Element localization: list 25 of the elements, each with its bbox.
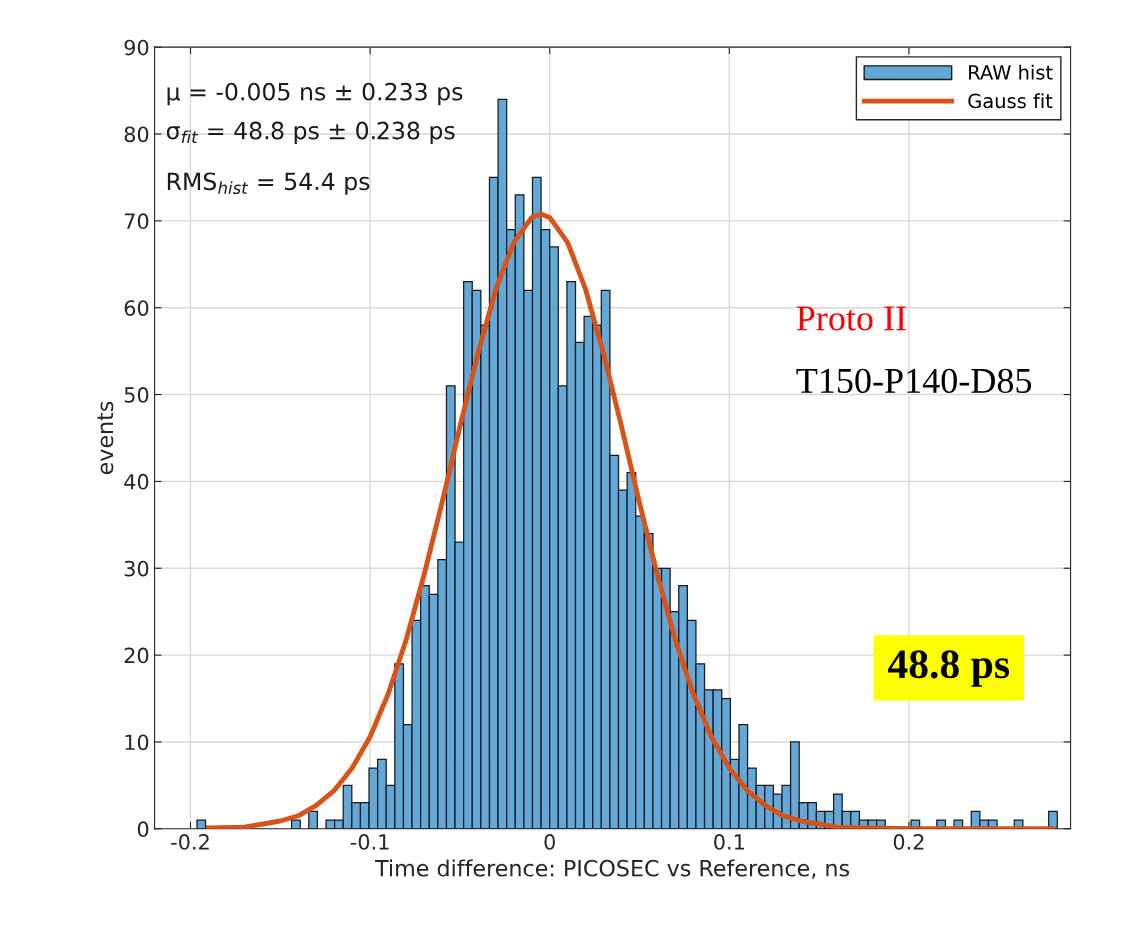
y-tick-label: 20 xyxy=(124,647,149,664)
y-tick-label: 80 xyxy=(124,126,149,143)
legend-label: RAW hist xyxy=(969,64,1053,80)
annotation: T150-P140-D85 xyxy=(796,368,1032,394)
x-tick-label: -0.2 xyxy=(171,834,209,850)
x-axis-title: Time difference: PICOSEC vs Reference, ns xyxy=(374,859,849,879)
y-tick-label: 10 xyxy=(125,734,149,751)
y-axis-title: events xyxy=(97,401,114,475)
y-tick-label: 50 xyxy=(124,387,149,403)
y-tick-label: 70 xyxy=(124,213,149,230)
y-tick-label: 30 xyxy=(124,560,149,577)
x-tick-label: 0 xyxy=(544,834,555,850)
y-tick-label: 0 xyxy=(137,821,149,838)
annotation: RMS$_{hist}$ = 54.4 ps xyxy=(167,172,370,195)
annotation: Proto II xyxy=(796,306,906,331)
y-tick-label: 60 xyxy=(124,300,149,316)
annotation: 48.8 ps xyxy=(887,650,1010,687)
y-tick-label: 90 xyxy=(124,39,149,56)
x-tick-label: 0.1 xyxy=(714,834,744,850)
x-tick-label: 0.2 xyxy=(893,834,924,850)
y-tick-label: 40 xyxy=(124,473,149,490)
x-tick-label: -0.1 xyxy=(350,834,389,850)
annotation: μ = -0.005 ns ± 0.233 ps xyxy=(167,82,463,106)
annotation: σ$_{fit}$ = 48.8 ps ± 0.238 ps xyxy=(166,121,455,145)
legend-label: Gauss fit xyxy=(968,93,1053,109)
